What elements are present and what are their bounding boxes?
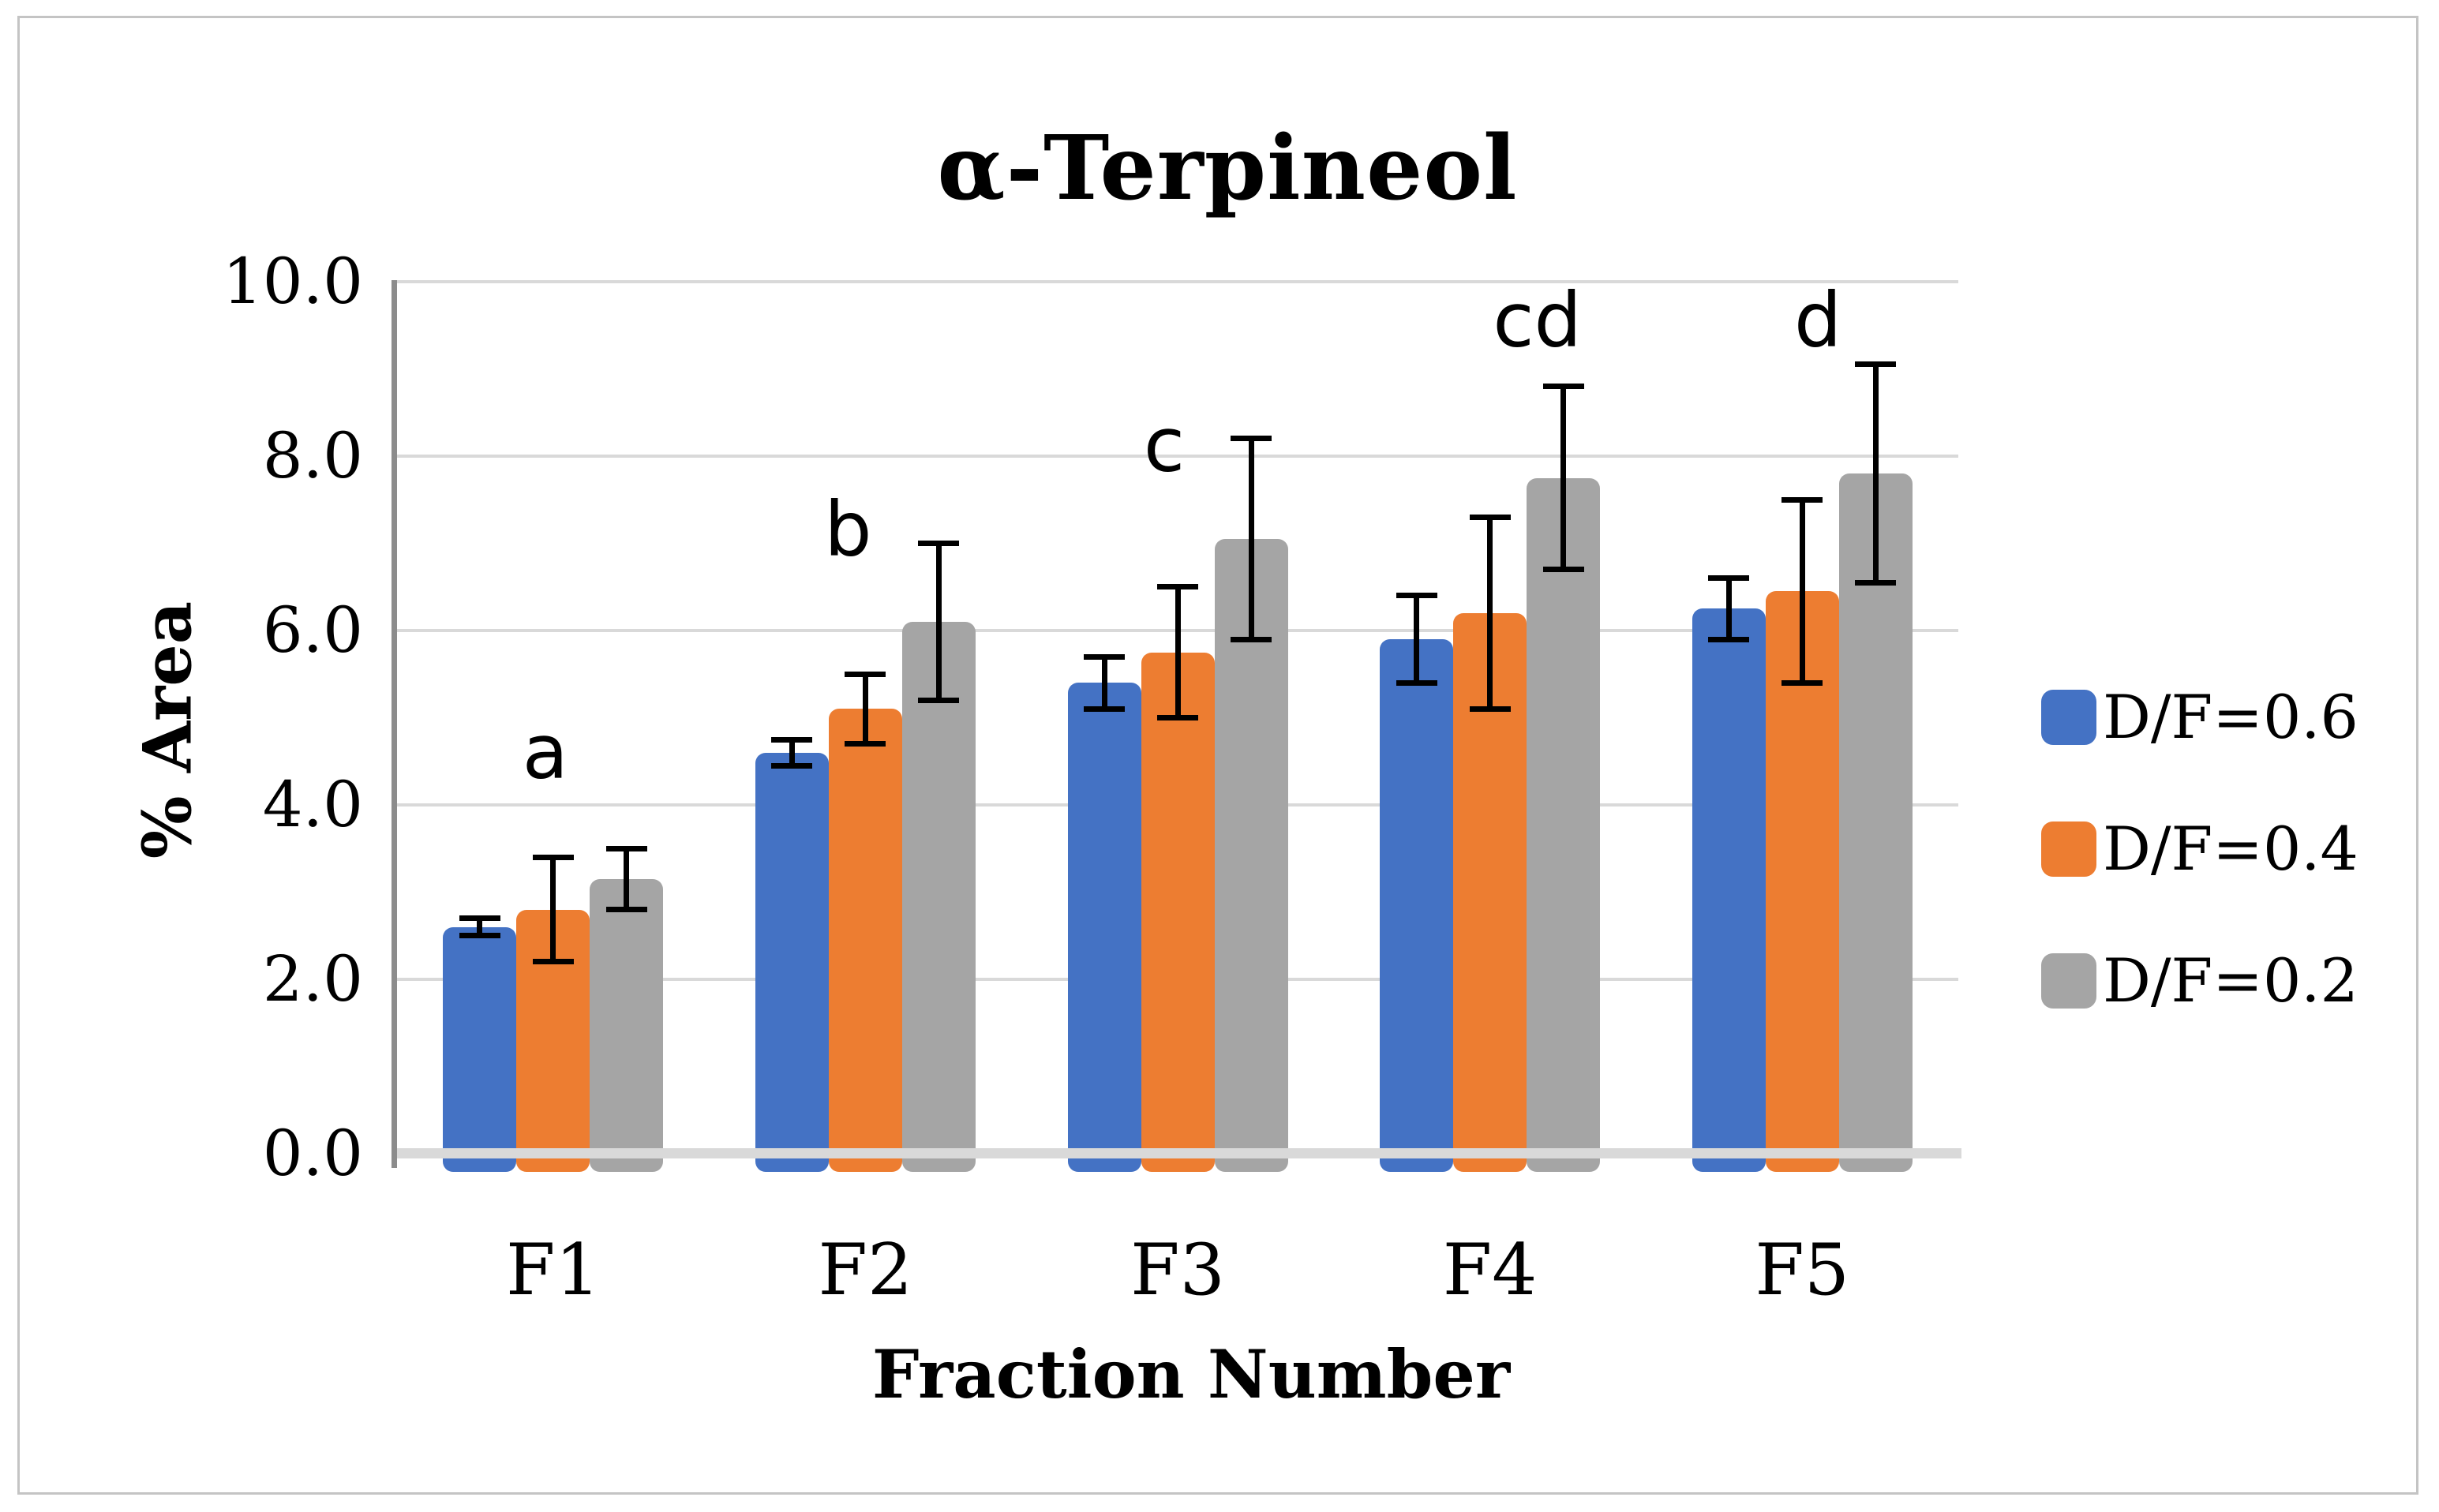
bar-F4-D/F=0.2	[1527, 477, 1601, 1172]
error-bar-cap	[1231, 436, 1272, 442]
error-bar-cap	[845, 671, 886, 677]
error-bar-cap	[1157, 715, 1198, 720]
y-tick-label: 8.0	[262, 419, 363, 492]
x-category-label-F4: F4	[1442, 1229, 1538, 1312]
bar-F3-D/F=0.4	[1141, 652, 1215, 1172]
error-bar-F4-D/F=0.6	[1414, 595, 1420, 683]
error-bar-cap	[532, 854, 574, 860]
error-bar-F4-D/F=0.4	[1487, 517, 1493, 709]
legend-item-D/F=0.6: D/F=0.6	[2041, 687, 2358, 747]
error-bar-F2-D/F=0.6	[789, 739, 795, 766]
x-category-label-F2: F2	[818, 1229, 913, 1312]
error-bar-cap	[1781, 496, 1823, 503]
legend-swatch	[2041, 953, 2096, 1009]
significance-letter-d: d	[1794, 277, 1842, 365]
error-bar-cap	[1708, 575, 1750, 582]
y-axis-line	[392, 280, 397, 1168]
bar-F5-D/F=0.4	[1765, 591, 1839, 1172]
error-bar-cap	[1469, 514, 1511, 520]
legend-label: D/F=0.6	[2103, 682, 2358, 752]
error-bar-F2-D/F=0.2	[935, 543, 942, 701]
plot-area: a b c cd d	[392, 277, 1961, 1189]
bar-F2-D/F=0.4	[828, 709, 902, 1172]
error-bar-F3-D/F=0.6	[1101, 657, 1107, 709]
error-bar-cap	[532, 959, 574, 965]
x-axis-baseline	[394, 1148, 1961, 1158]
error-bar-cap	[918, 697, 960, 703]
error-bar-cap	[1855, 579, 1897, 586]
error-bar-cap	[459, 915, 500, 922]
legend-item-D/F=0.2: D/F=0.2	[2041, 951, 2358, 1011]
y-tick-label: 4.0	[262, 768, 363, 841]
bar-F3-D/F=0.6	[1067, 683, 1141, 1172]
x-category-label-F5: F5	[1755, 1229, 1850, 1312]
error-bar-cap	[605, 907, 647, 913]
y-tick-label: 10.0	[222, 245, 363, 318]
error-bar-F3-D/F=0.2	[1248, 438, 1254, 640]
error-bar-cap	[1708, 636, 1750, 642]
error-bar-cap	[1855, 361, 1897, 368]
significance-letter-b: b	[824, 486, 872, 574]
legend-swatch	[2041, 821, 2096, 877]
legend-item-D/F=0.4: D/F=0.4	[2041, 819, 2358, 879]
chart-title: α-Terpineol	[937, 117, 1518, 220]
y-tick-label: 0.0	[262, 1117, 363, 1190]
error-bar-cap	[845, 741, 886, 747]
error-bar-cap	[771, 762, 813, 769]
error-bar-F2-D/F=0.4	[862, 674, 868, 744]
significance-letter-a: a	[522, 709, 568, 796]
x-category-label-F3: F3	[1130, 1229, 1225, 1312]
bar-F3-D/F=0.2	[1214, 538, 1288, 1172]
error-bar-cap	[1084, 653, 1125, 660]
y-tick-label: 6.0	[262, 593, 363, 667]
bar-F4-D/F=0.6	[1380, 639, 1454, 1172]
gridline	[397, 280, 1958, 283]
bar-F2-D/F=0.6	[755, 752, 829, 1172]
error-bar-F5-D/F=0.6	[1725, 578, 1732, 640]
significance-letter-cd: cd	[1493, 277, 1582, 365]
error-bar-cap	[1084, 705, 1125, 712]
error-bar-F3-D/F=0.4	[1175, 586, 1181, 718]
error-bar-cap	[1542, 567, 1584, 573]
error-bar-cap	[918, 541, 960, 546]
error-bar-cap	[459, 933, 500, 939]
error-bar-cap	[1469, 705, 1511, 712]
error-bar-cap	[1542, 384, 1584, 390]
x-axis-title: Fraction Number	[871, 1335, 1511, 1413]
figure-border	[17, 16, 2418, 1495]
error-bar-F1-D/F=0.2	[624, 848, 630, 910]
bar-F5-D/F=0.6	[1692, 608, 1766, 1172]
error-bar-cap	[605, 845, 647, 851]
bar-F1-D/F=0.2	[590, 878, 664, 1172]
error-bar-cap	[1781, 679, 1823, 686]
bar-F5-D/F=0.2	[1838, 473, 1913, 1172]
bar-F1-D/F=0.6	[443, 926, 517, 1172]
error-bar-F5-D/F=0.2	[1872, 364, 1879, 583]
error-bar-cap	[1231, 636, 1272, 642]
legend-swatch	[2041, 690, 2096, 745]
error-bar-F4-D/F=0.2	[1560, 386, 1567, 570]
bar-F2-D/F=0.2	[901, 621, 976, 1172]
significance-letter-c: c	[1143, 402, 1186, 489]
error-bar-cap	[1396, 593, 1437, 599]
error-bar-cap	[1157, 584, 1198, 590]
error-bar-cap	[771, 736, 813, 743]
x-category-label-F1: F1	[505, 1229, 601, 1312]
error-bar-cap	[1396, 679, 1437, 686]
gridline	[397, 455, 1958, 458]
legend-label: D/F=0.4	[2103, 814, 2358, 884]
error-bar-F1-D/F=0.4	[550, 857, 556, 962]
y-tick-label: 2.0	[262, 942, 363, 1016]
legend-label: D/F=0.2	[2103, 945, 2358, 1016]
error-bar-F1-D/F=0.6	[477, 918, 483, 936]
error-bar-F5-D/F=0.4	[1799, 500, 1805, 683]
